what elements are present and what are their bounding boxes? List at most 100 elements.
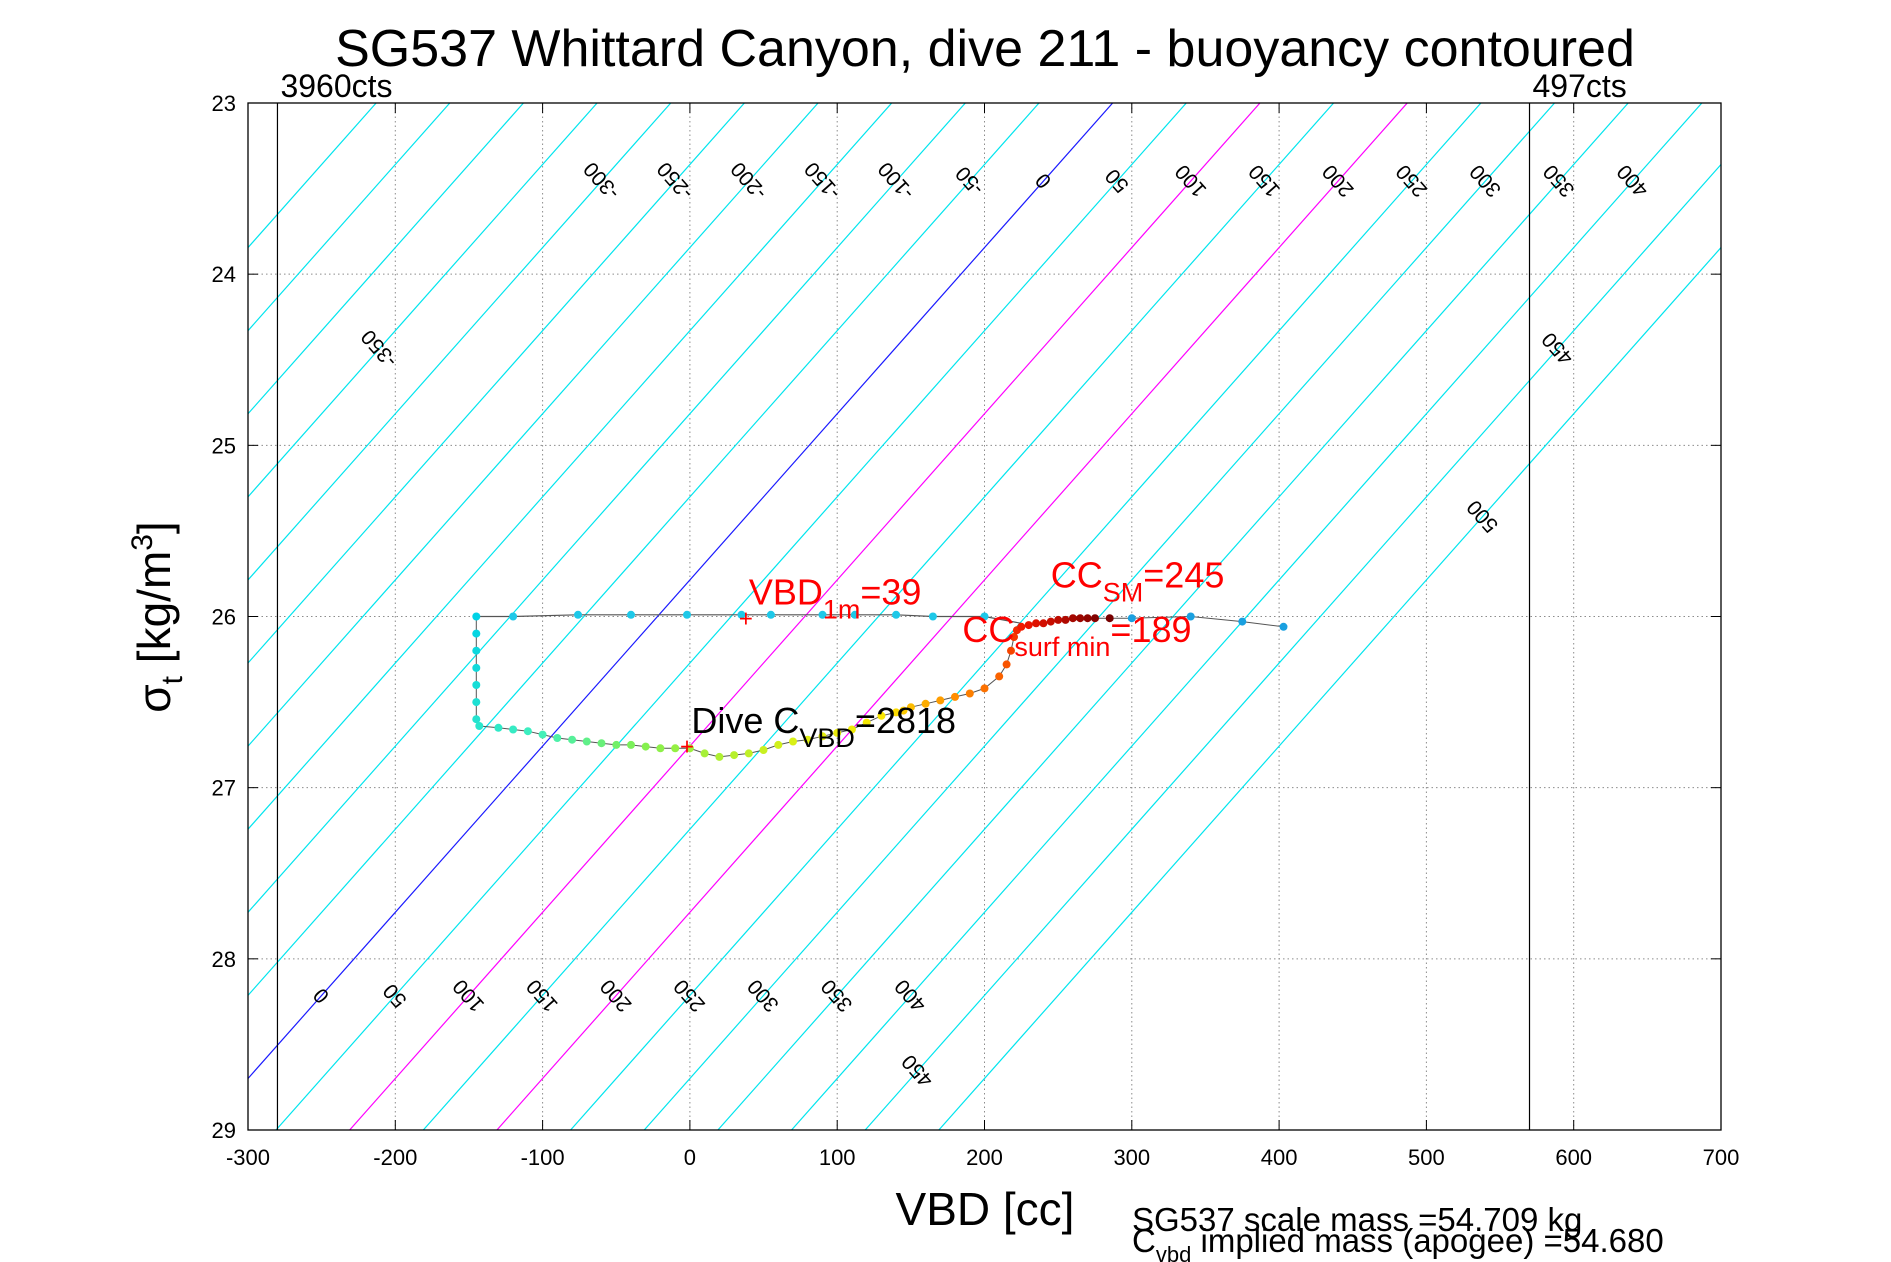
trace-point	[475, 722, 484, 730]
contour-line	[422, 103, 1335, 1130]
trace-point	[494, 723, 503, 732]
trace-point	[656, 744, 665, 753]
trace-point	[1017, 622, 1026, 631]
return-point	[509, 612, 518, 621]
y-label-close: ]	[128, 521, 180, 534]
footer-text: SG537 scale mass =54.709 kg Cvbd implied…	[1132, 1201, 1664, 1262]
x-tick-label: -200	[373, 1145, 417, 1170]
counts-label: 3960cts	[280, 68, 392, 104]
trace-point	[700, 749, 709, 758]
x-tick-label: -300	[226, 1145, 270, 1170]
trace-point	[892, 708, 901, 717]
implied-mass-text: Cvbd implied mass (apogee) =54.680	[1132, 1222, 1664, 1262]
trace-point	[1039, 619, 1048, 628]
annotation-value: =245	[1143, 554, 1224, 595]
return-point	[818, 610, 827, 619]
trace-point	[1054, 615, 1063, 624]
trace-point	[936, 696, 945, 705]
marker-plus: +	[739, 605, 753, 632]
trace-point	[582, 737, 591, 746]
contour-line	[248, 103, 819, 748]
trace-point	[472, 663, 481, 672]
counts-label: 497cts	[1533, 68, 1627, 104]
contour-line	[248, 103, 893, 831]
return-point	[980, 612, 989, 621]
annotation-main: CC	[962, 609, 1014, 650]
x-tick-label: 0	[684, 1145, 696, 1170]
trace-point	[671, 744, 680, 753]
trace-point	[685, 744, 694, 753]
annotation-sub: 1m	[823, 595, 861, 625]
y-tick-label: 25	[212, 433, 236, 458]
trace-point	[1068, 614, 1077, 623]
trace-point	[847, 725, 856, 734]
y-axis-label: σt [kg/m3]	[126, 521, 189, 712]
contour-line	[248, 103, 598, 498]
x-tick-label: 400	[1261, 1145, 1298, 1170]
return-point	[574, 610, 582, 619]
chart-title: SG537 Whittard Canyon, dive 211 - buoyan…	[335, 20, 1635, 78]
trace-point	[553, 734, 562, 742]
buoyancy-contours	[248, 103, 1721, 1130]
annotation-sub: SM	[1103, 577, 1144, 607]
trace-point	[612, 740, 621, 749]
trace-point	[906, 703, 915, 712]
return-point	[737, 610, 746, 619]
scale-mass-text: SG537 scale mass =54.709 kg	[1132, 1201, 1582, 1238]
trace-point	[1083, 614, 1092, 623]
y-tick-label: 23	[212, 91, 236, 116]
x-tick-label: 500	[1408, 1145, 1445, 1170]
x-tick-label: 300	[1113, 1145, 1150, 1170]
annotation-value: =189	[1110, 609, 1191, 650]
trace-point	[730, 751, 739, 760]
annotation-main: Dive C	[691, 700, 799, 741]
marker-plus: +	[680, 734, 694, 761]
x-tick-label: -100	[521, 1145, 565, 1170]
contour-line	[248, 103, 1040, 997]
annotation-sub: VBD	[799, 723, 855, 753]
trace-point	[759, 746, 768, 754]
trace-point	[472, 715, 481, 724]
annotation-vbd-1m: VBD1m=39	[749, 572, 922, 625]
trace-point	[538, 730, 547, 739]
contour-line	[248, 103, 745, 664]
annotation-value: =39	[860, 572, 921, 613]
trace-point	[597, 739, 606, 748]
trace-point	[472, 612, 481, 621]
trace-point	[774, 740, 783, 749]
trace-point	[1238, 617, 1247, 626]
y-tick-label: 28	[212, 947, 236, 972]
x-tick-label: 200	[966, 1145, 1003, 1170]
trace-point	[951, 692, 959, 701]
trace-point	[833, 728, 842, 737]
svg-text:σt [kg/m3]: σt [kg/m3]	[126, 521, 189, 712]
annotation-value: =2818	[855, 700, 956, 741]
contour-line	[248, 103, 451, 332]
trace-point	[1007, 646, 1015, 655]
contour-line	[717, 103, 1629, 1130]
trace-point	[1127, 614, 1136, 623]
y-label-symbol: σ	[128, 684, 180, 712]
trace-point	[980, 684, 989, 693]
annotation-cc-surf-min: CCsurf min=189	[962, 609, 1191, 662]
trace-point	[472, 646, 481, 655]
trace-point	[472, 698, 481, 707]
trace-point	[472, 629, 481, 638]
contour-line	[864, 163, 1721, 1130]
trace-point	[1010, 633, 1018, 641]
x-tick-label: 600	[1555, 1145, 1592, 1170]
trace-point	[1032, 619, 1041, 628]
y-tick-label: 24	[212, 262, 236, 287]
trace-point	[877, 711, 886, 720]
trace-point	[965, 689, 974, 698]
contour-line	[791, 103, 1703, 1130]
x-axis-label: VBD [cc]	[896, 1183, 1075, 1235]
trace-point	[803, 735, 812, 744]
return-point	[850, 610, 859, 619]
x-axis-ticks: -300 -200 -100 0 100 200 300 400 500 600 700	[226, 103, 1739, 1170]
trace-point	[1076, 614, 1085, 623]
annotation-main: VBD	[749, 572, 823, 613]
contour-line	[570, 103, 1482, 1130]
